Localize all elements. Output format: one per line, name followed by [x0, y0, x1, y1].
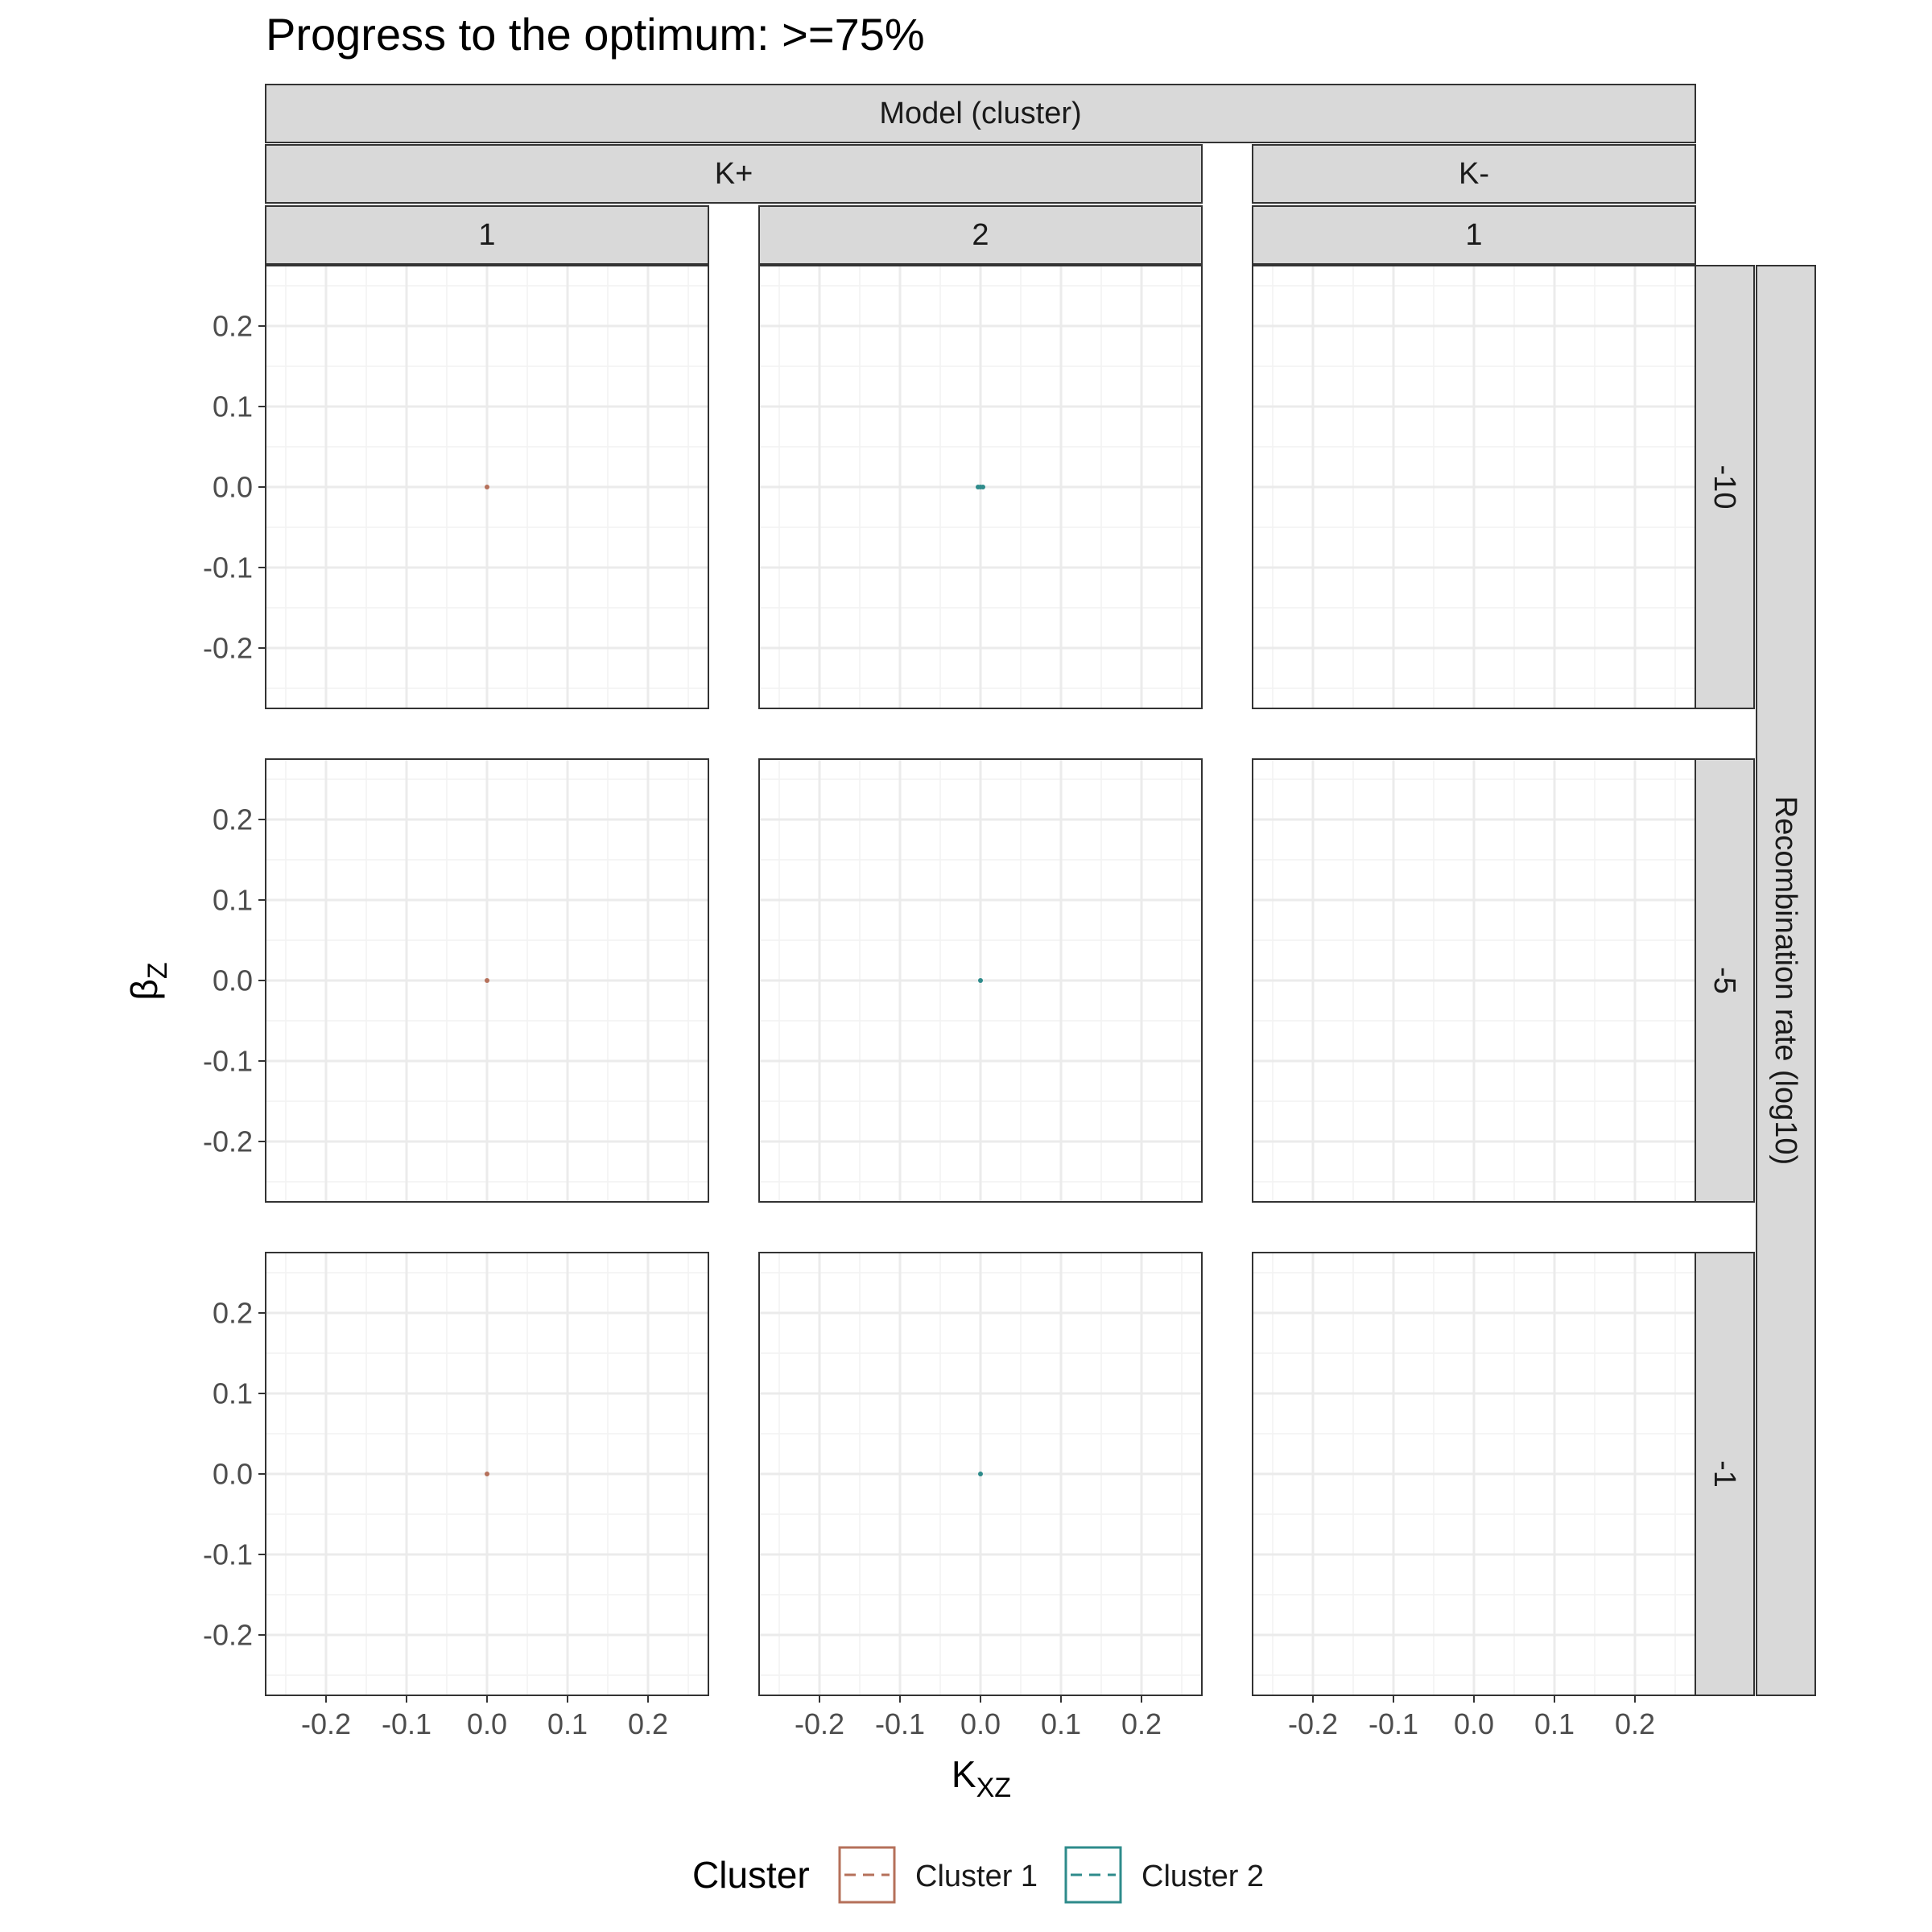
y-tick-label: 0.0 — [213, 1458, 253, 1491]
chart-title: Progress to the optimum: >=75% — [266, 9, 925, 60]
strip-column-label: 2 — [972, 218, 989, 252]
strip-row — [1695, 1252, 1755, 1696]
x-axis-title-sub: XZ — [976, 1773, 1011, 1803]
y-axis-title-main: β — [123, 979, 165, 1000]
y-tick-label: 0.2 — [213, 803, 253, 836]
y-tick-label: -0.1 — [203, 1045, 253, 1078]
x-axis-title-main: K — [952, 1753, 976, 1795]
y-tick-label: -0.2 — [203, 1125, 253, 1158]
y-tick-label: 0.2 — [213, 1297, 253, 1330]
legend-entry-label: Cluster 2 — [1141, 1860, 1264, 1893]
y-tick-label: 0.1 — [213, 1377, 253, 1410]
y-tick-label: 0.1 — [213, 884, 253, 917]
y-tick-label: 0.0 — [213, 964, 253, 997]
x-tick-label: 0.0 — [960, 1707, 1001, 1740]
facet-strips: Model (cluster) K+ 1 2 K- 1 -10 -5 -1 Recombinati… — [265, 84, 1816, 1696]
strip-top-model — [265, 84, 1696, 143]
strip-right-outer — [1756, 265, 1816, 1696]
x-tick-label: 0.0 — [1454, 1707, 1494, 1740]
strip-column-label: 1 — [1465, 218, 1482, 252]
strip-row-label: -1 — [1707, 1460, 1741, 1488]
legend: Cluster Cluster 1 Cluster 2 — [692, 1846, 1264, 1904]
strip-group-label: K- — [1459, 157, 1489, 191]
panel-border — [758, 265, 1203, 709]
panel-border — [1252, 758, 1696, 1203]
strip-group-label: K+ — [715, 157, 753, 191]
x-tick-label: -0.1 — [382, 1707, 431, 1740]
x-tick-label: 0.1 — [1534, 1707, 1575, 1740]
data-point — [485, 1472, 489, 1476]
panel — [1252, 758, 1696, 1203]
strip-right-outer-label: Recombination rate (log10) — [1769, 796, 1802, 1165]
panel — [1252, 1252, 1696, 1696]
y-axis-title: βZ — [123, 962, 173, 1000]
x-tick-label: -0.2 — [1288, 1707, 1338, 1740]
y-tick-label: 0.2 — [213, 310, 253, 343]
data-point — [978, 978, 983, 983]
y-tick-label: -0.2 — [203, 1619, 253, 1652]
legend-entry-label: Cluster 1 — [915, 1860, 1038, 1893]
strip-column — [1252, 205, 1696, 265]
strip-column — [265, 205, 709, 265]
data-point — [485, 485, 489, 489]
panel-border — [758, 758, 1203, 1203]
data-point — [978, 1472, 983, 1476]
y-tick-label: -0.1 — [203, 551, 253, 584]
x-tick-label: -0.2 — [795, 1707, 844, 1740]
strip-row-label: -10 — [1707, 465, 1741, 510]
x-tick-label: 0.2 — [1121, 1707, 1162, 1740]
x-tick-label: 0.1 — [547, 1707, 588, 1740]
axes: 0.2 0.1 0.0 -0.1 -0.2 0.2 0.1 0.0 -0.1 -0.2 0.2 0.1… — [123, 310, 1655, 1804]
y-tick-label: 0.1 — [213, 390, 253, 423]
data-point — [485, 978, 489, 983]
strip-column-label: 1 — [478, 218, 495, 252]
y-tick-label: 0.0 — [213, 471, 253, 504]
strip-row — [1695, 265, 1755, 709]
strip-group — [1252, 144, 1696, 204]
x-tick-label: -0.1 — [1368, 1707, 1418, 1740]
data-point — [980, 485, 985, 489]
x-tick-label: 0.2 — [628, 1707, 668, 1740]
y-axis-title-sub: Z — [142, 962, 173, 979]
strip-top-model-label: Model (cluster) — [879, 97, 1081, 130]
strip-group — [265, 144, 1203, 204]
y-tick-label: -0.1 — [203, 1538, 253, 1571]
panel-border — [1252, 265, 1696, 709]
panel — [1252, 265, 1696, 709]
strip-row-label: -5 — [1707, 967, 1741, 994]
x-tick-label: 0.2 — [1615, 1707, 1655, 1740]
facet-panels — [265, 265, 1696, 1696]
legend-title: Cluster — [692, 1854, 810, 1896]
x-tick-label: 0.1 — [1041, 1707, 1081, 1740]
x-axis-title: KXZ — [952, 1753, 1011, 1803]
x-tick-label: -0.2 — [301, 1707, 351, 1740]
panel — [758, 265, 1203, 709]
y-tick-label: -0.2 — [203, 632, 253, 665]
strip-column — [758, 205, 1203, 265]
x-tick-label: 0.0 — [467, 1707, 507, 1740]
x-tick-label: -0.1 — [875, 1707, 925, 1740]
